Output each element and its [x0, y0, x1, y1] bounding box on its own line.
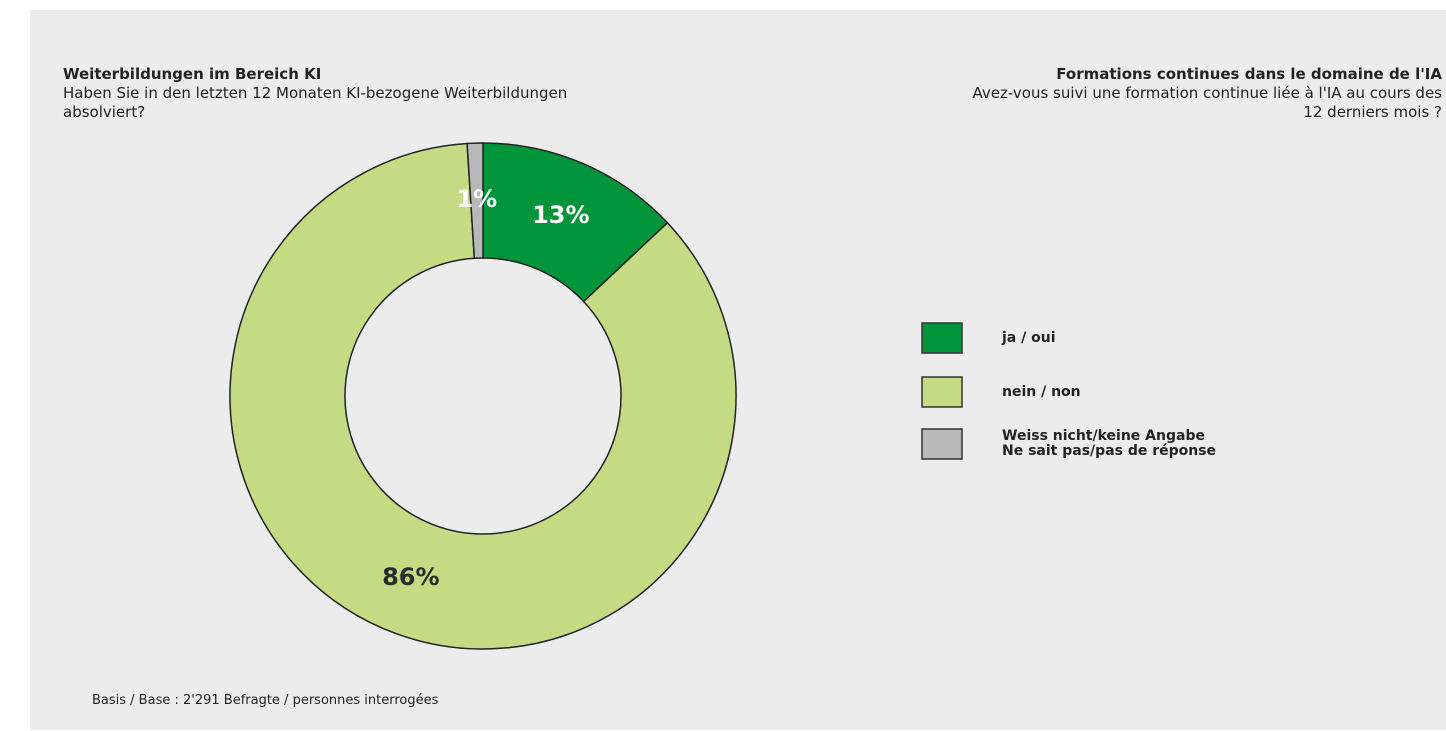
chart-subtitle: absolviert? [63, 103, 145, 121]
chart-subtitle: Haben Sie in den letzten 12 Monaten KI-b… [63, 84, 567, 102]
chart-title-fr: Formations continues dans le domaine de … [1056, 65, 1442, 83]
data-label: 13% [532, 201, 589, 229]
legend-label: nein / non [1002, 383, 1081, 400]
donut-segment [466, 142, 484, 260]
legend-swatch [921, 428, 963, 460]
data-label: 1% [456, 185, 497, 213]
donut-segment [229, 142, 737, 650]
chart-subtitle-fr: Avez-vous suivi une formation continue l… [973, 84, 1443, 102]
legend-label: ja / oui [1002, 329, 1056, 346]
chart-title: Weiterbildungen im Bereich KI [63, 65, 321, 83]
legend-swatch [921, 376, 963, 408]
data-label: 86% [382, 563, 439, 591]
chart-subtitle-fr: 12 derniers mois ? [1303, 103, 1442, 121]
legend-swatch [921, 322, 963, 354]
footnote: Basis / Base : 2'291 Befragte / personne… [92, 693, 439, 708]
legend-label: Weiss nicht/keine Angabe Ne sait pas/pas… [1002, 428, 1217, 459]
